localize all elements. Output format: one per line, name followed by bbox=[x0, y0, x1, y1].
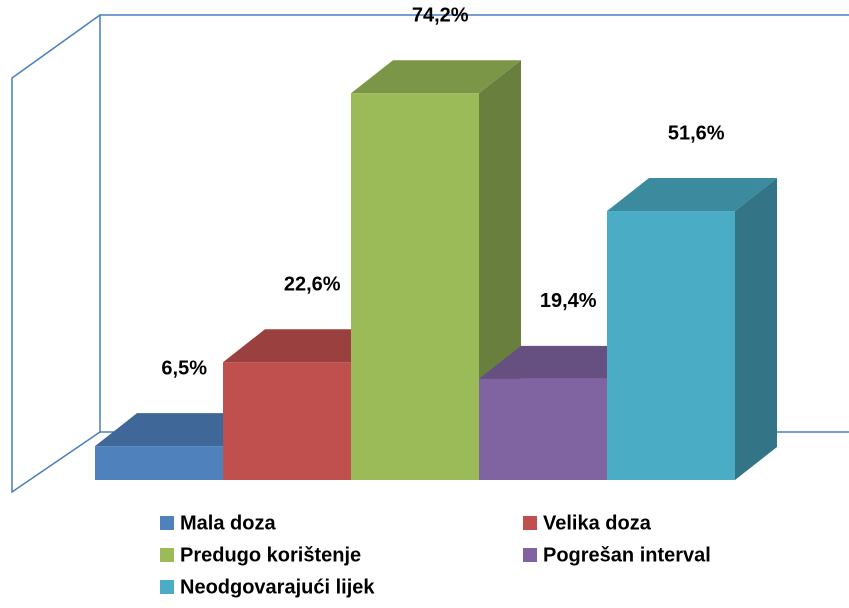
bar bbox=[479, 378, 607, 480]
bar bbox=[223, 362, 351, 480]
data-label: 19,4% bbox=[540, 290, 597, 312]
legend-label: Velika doza bbox=[543, 512, 652, 534]
legend-label: Pogrešan interval bbox=[543, 544, 711, 566]
side-wall bbox=[11, 14, 101, 494]
bar-top bbox=[95, 413, 265, 447]
legend-swatch bbox=[160, 580, 174, 594]
bar-top bbox=[223, 329, 393, 363]
bar-side bbox=[735, 178, 777, 480]
legend-swatch bbox=[523, 548, 537, 562]
data-label: 51,6% bbox=[668, 122, 725, 144]
data-label: 74,2% bbox=[412, 5, 469, 27]
bar bbox=[607, 211, 735, 480]
data-label: 6,5% bbox=[161, 357, 207, 379]
bar-top bbox=[479, 345, 649, 379]
data-label: 22,6% bbox=[284, 273, 341, 295]
legend-label: Predugo korištenje bbox=[180, 544, 361, 566]
bar-top bbox=[607, 178, 777, 212]
legend-swatch bbox=[160, 548, 174, 562]
bar bbox=[351, 93, 479, 481]
legend-label: Neodgovarajući lijek bbox=[180, 576, 375, 598]
legend-swatch bbox=[160, 516, 174, 530]
legend-swatch bbox=[523, 516, 537, 530]
legend-label: Mala doza bbox=[180, 512, 276, 534]
bar-top bbox=[351, 60, 521, 94]
bar bbox=[95, 446, 223, 480]
